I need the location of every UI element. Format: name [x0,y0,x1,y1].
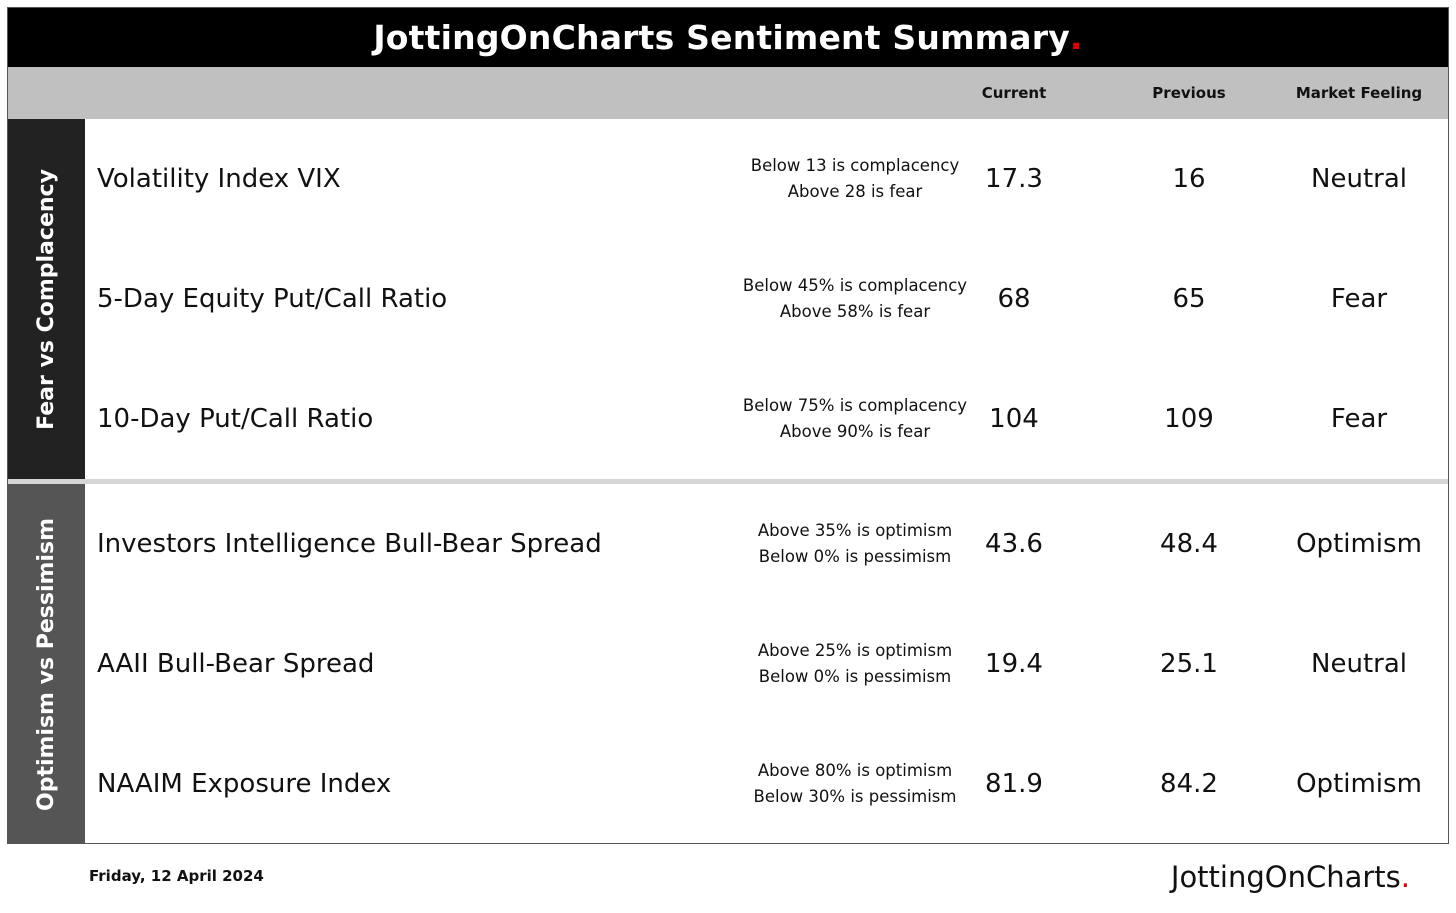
section-label: Fear vs Complacency [34,168,59,430]
threshold-line: Below 30% is pessimism [753,787,957,806]
section-side-band: Optimism vs Pessimism [8,484,85,843]
column-header-previous: Previous [1152,84,1226,102]
indicator-name: Volatility Index VIX [97,164,341,194]
indicator-thresholds: Below 45% is complacency Above 58% is fe… [655,239,1055,359]
threshold-line: Below 13 is complacency [750,156,960,175]
indicator-thresholds: Below 75% is complacency Above 90% is fe… [655,359,1055,479]
section-divider [8,479,1448,484]
previous-value: 65 [1172,284,1206,314]
threshold-line: Below 45% is complacency [742,276,968,295]
indicator-name: Investors Intelligence Bull-Bear Spread [97,529,602,559]
footer-brand-logo: JottingOnCharts. [1171,860,1410,894]
column-header-row: Current Previous Market Feeling [8,67,1448,119]
indicator-thresholds: Above 25% is optimism Below 0% is pessim… [655,604,1055,724]
previous-value: 25.1 [1160,649,1218,679]
market-feeling: Neutral [1311,649,1407,679]
table-row: 10-Day Put/Call Ratio Below 75% is compl… [85,359,1448,479]
threshold-line: Below 0% is pessimism [758,547,952,566]
previous-value: 16 [1172,164,1206,194]
threshold-line: Above 58% is fear [779,302,931,321]
sentiment-table: JottingOnCharts Sentiment Summary. Curre… [7,7,1449,844]
market-feeling: Fear [1330,284,1388,314]
column-header-current: Current [981,84,1047,102]
current-value: 19.4 [985,649,1043,679]
threshold-line: Above 80% is optimism [757,761,953,780]
indicator-name: 10-Day Put/Call Ratio [97,404,374,434]
market-feeling: Optimism [1296,529,1422,559]
section-optimism-pessimism: Optimism vs Pessimism Investors Intellig… [8,484,1448,843]
indicator-thresholds: Above 80% is optimism Below 30% is pessi… [655,724,1055,843]
table-row: Volatility Index VIX Below 13 is complac… [85,119,1448,239]
indicator-thresholds: Above 35% is optimism Below 0% is pessim… [655,484,1055,604]
brand-dot: . [1400,860,1410,894]
section-fear-complacency: Fear vs Complacency Volatility Index VIX… [8,119,1448,479]
table-row: Investors Intelligence Bull-Bear Spread … [85,484,1448,604]
market-feeling: Optimism [1296,769,1422,799]
title-text: JottingOnCharts Sentiment Summary [373,18,1070,57]
market-feeling: Neutral [1311,164,1407,194]
indicator-name: NAAIM Exposure Index [97,769,392,799]
title-dot: . [1069,18,1083,57]
indicator-name: 5-Day Equity Put/Call Ratio [97,284,448,314]
market-feeling: Fear [1330,404,1388,434]
previous-value: 48.4 [1160,529,1218,559]
brand-text: JottingOnCharts [1170,860,1401,894]
threshold-line: Below 75% is complacency [742,396,968,415]
section-side-band: Fear vs Complacency [8,119,85,479]
previous-value: 109 [1164,404,1214,434]
footer-date: Friday, 12 April 2024 [89,867,264,885]
threshold-line: Above 35% is optimism [757,521,953,540]
threshold-line: Below 0% is pessimism [758,667,952,686]
table-row: AAII Bull-Bear Spread Above 25% is optim… [85,604,1448,724]
threshold-line: Above 25% is optimism [757,641,953,660]
previous-value: 84.2 [1160,769,1218,799]
column-header-feeling: Market Feeling [1295,84,1423,102]
current-value: 104 [989,404,1039,434]
indicator-thresholds: Below 13 is complacency Above 28 is fear [655,119,1055,239]
indicator-name: AAII Bull-Bear Spread [97,649,375,679]
current-value: 17.3 [985,164,1043,194]
page-title: JottingOnCharts Sentiment Summary. [8,8,1448,67]
current-value: 68 [997,284,1031,314]
current-value: 43.6 [985,529,1043,559]
table-row: 5-Day Equity Put/Call Ratio Below 45% is… [85,239,1448,359]
threshold-line: Above 90% is fear [779,422,931,441]
current-value: 81.9 [985,769,1043,799]
section-label: Optimism vs Pessimism [34,517,60,812]
threshold-line: Above 28 is fear [787,182,923,201]
table-row: NAAIM Exposure Index Above 80% is optimi… [85,724,1448,843]
